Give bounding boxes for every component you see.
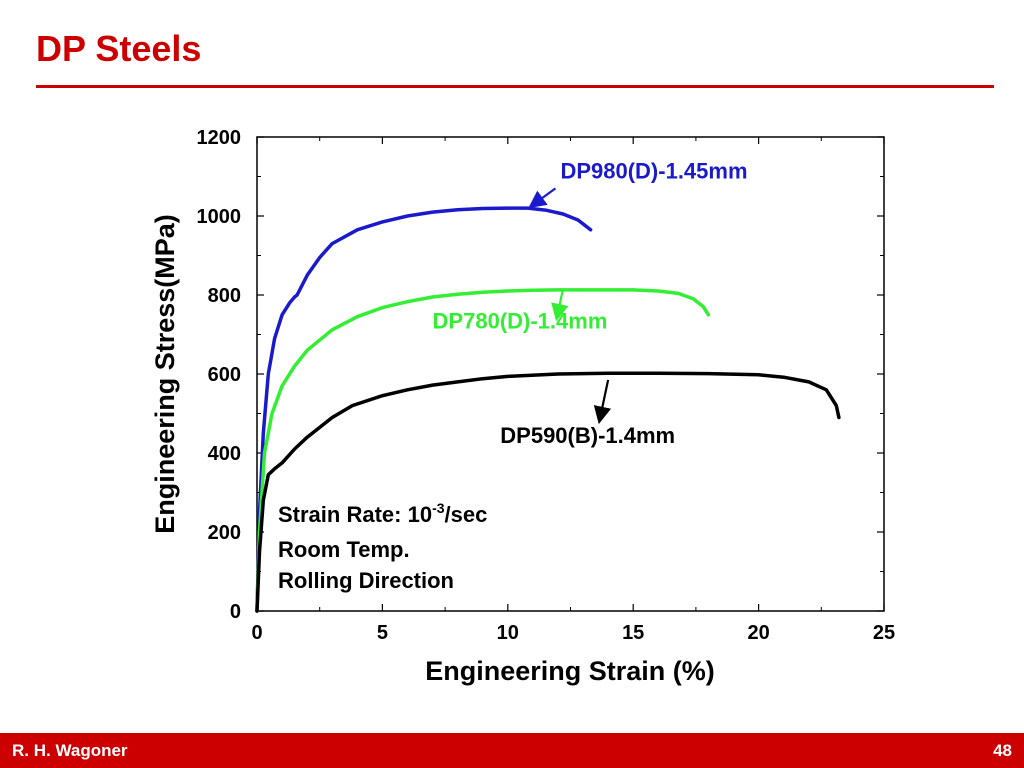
label-arrow-2 [593, 379, 612, 425]
svg-text:Strain Rate: 10-3/sec: Strain Rate: 10-3/sec [278, 500, 487, 527]
series-line-0 [255, 206, 593, 613]
y-axis-label: Engineering Stress(MPa) [150, 214, 180, 534]
series-label-2: DP590(B)-1.4mm [500, 423, 675, 448]
label-arrow-0 [528, 187, 557, 209]
label-arrows [528, 187, 612, 425]
series-layer [255, 206, 841, 613]
y-tick-label: 400 [208, 443, 241, 465]
label-arrow-1 [551, 288, 569, 322]
series-line-1 [255, 288, 711, 613]
test-conditions-note: Strain Rate: 10-3/sec Room Temp. Rolling… [278, 500, 487, 593]
y-tick-label: 200 [208, 522, 241, 544]
x-tick-label: 10 [497, 622, 519, 644]
y-tick-label: 0 [230, 601, 241, 623]
series-label-0: DP980(D)-1.45mm [560, 158, 747, 183]
x-axis-label: Engineering Strain (%) [425, 656, 715, 686]
strain-rate-unit: /sec [445, 502, 488, 527]
stress-strain-chart: 0 5 10 15 20 25 0 200 400 600 800 1000 1200 DP980(D)… [150, 127, 896, 686]
y-tick-label: 1000 [197, 206, 242, 228]
series-line-2 [255, 371, 841, 613]
series-labels: DP980(D)-1.45mm DP780(D)-1.4mm DP590(B)-1.… [433, 158, 748, 448]
strain-rate-exponent: -3 [432, 500, 445, 516]
y-tick-label: 800 [208, 285, 241, 307]
x-tick-label: 20 [747, 622, 769, 644]
rolling-direction-text: Rolling Direction [278, 568, 454, 593]
title-divider [36, 85, 994, 88]
footer-author: R. H. Wagoner [12, 741, 128, 760]
x-tick-label: 5 [377, 622, 388, 644]
y-tick-label: 1200 [197, 127, 242, 149]
footer-bar: R. H. Wagoner 48 [0, 733, 1024, 768]
series-label-1: DP780(D)-1.4mm [433, 309, 608, 334]
room-temp-text: Room Temp. [278, 537, 410, 562]
strain-rate-text: Strain Rate: 10 [278, 502, 432, 527]
page-number: 48 [993, 741, 1012, 760]
x-tick-label: 0 [251, 622, 262, 644]
axis-tick-labels: 0 5 10 15 20 25 0 200 400 600 800 1000 1200 [197, 127, 896, 644]
x-tick-label: 15 [622, 622, 644, 644]
y-tick-label: 600 [208, 364, 241, 386]
slide-title: DP Steels [36, 28, 202, 69]
x-tick-label: 25 [873, 622, 895, 644]
